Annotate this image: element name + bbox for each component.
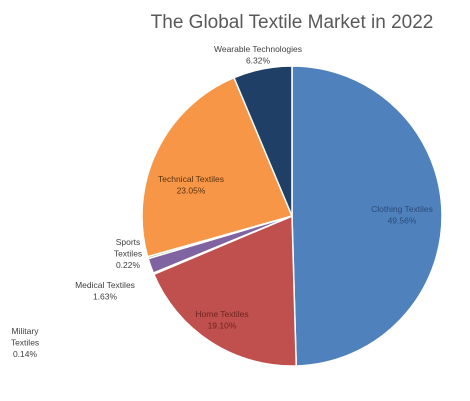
pie-slices xyxy=(141,65,443,367)
data-label-military-textiles: Military Textiles 0.14% xyxy=(11,326,39,359)
data-label-sports-textiles: Sports Textiles 0.22% xyxy=(114,237,142,270)
data-label-wearable-technologies: Wearable Technologies 6.32% xyxy=(214,44,302,66)
data-label-clothing-textiles: Clothing Textiles 49.56% xyxy=(371,204,433,226)
chart-title: The Global Textile Market in 2022 xyxy=(151,12,434,33)
data-label-technical-textiles: Technical Textiles 23.05% xyxy=(158,174,224,196)
data-label-medical-textiles: Medical Textiles 1.63% xyxy=(75,280,135,302)
data-label-home-textiles: Home Textiles 19.10% xyxy=(195,309,248,331)
pie-slice-clothing-textiles xyxy=(291,65,443,367)
pie-slice-technical-textiles xyxy=(141,76,294,258)
pie-slice-home-textiles xyxy=(152,214,298,367)
pie-slice-wearable-technologies xyxy=(233,65,293,217)
pie-labels: Clothing Textiles 49.56% Home Textiles 19.1… xyxy=(11,44,433,359)
